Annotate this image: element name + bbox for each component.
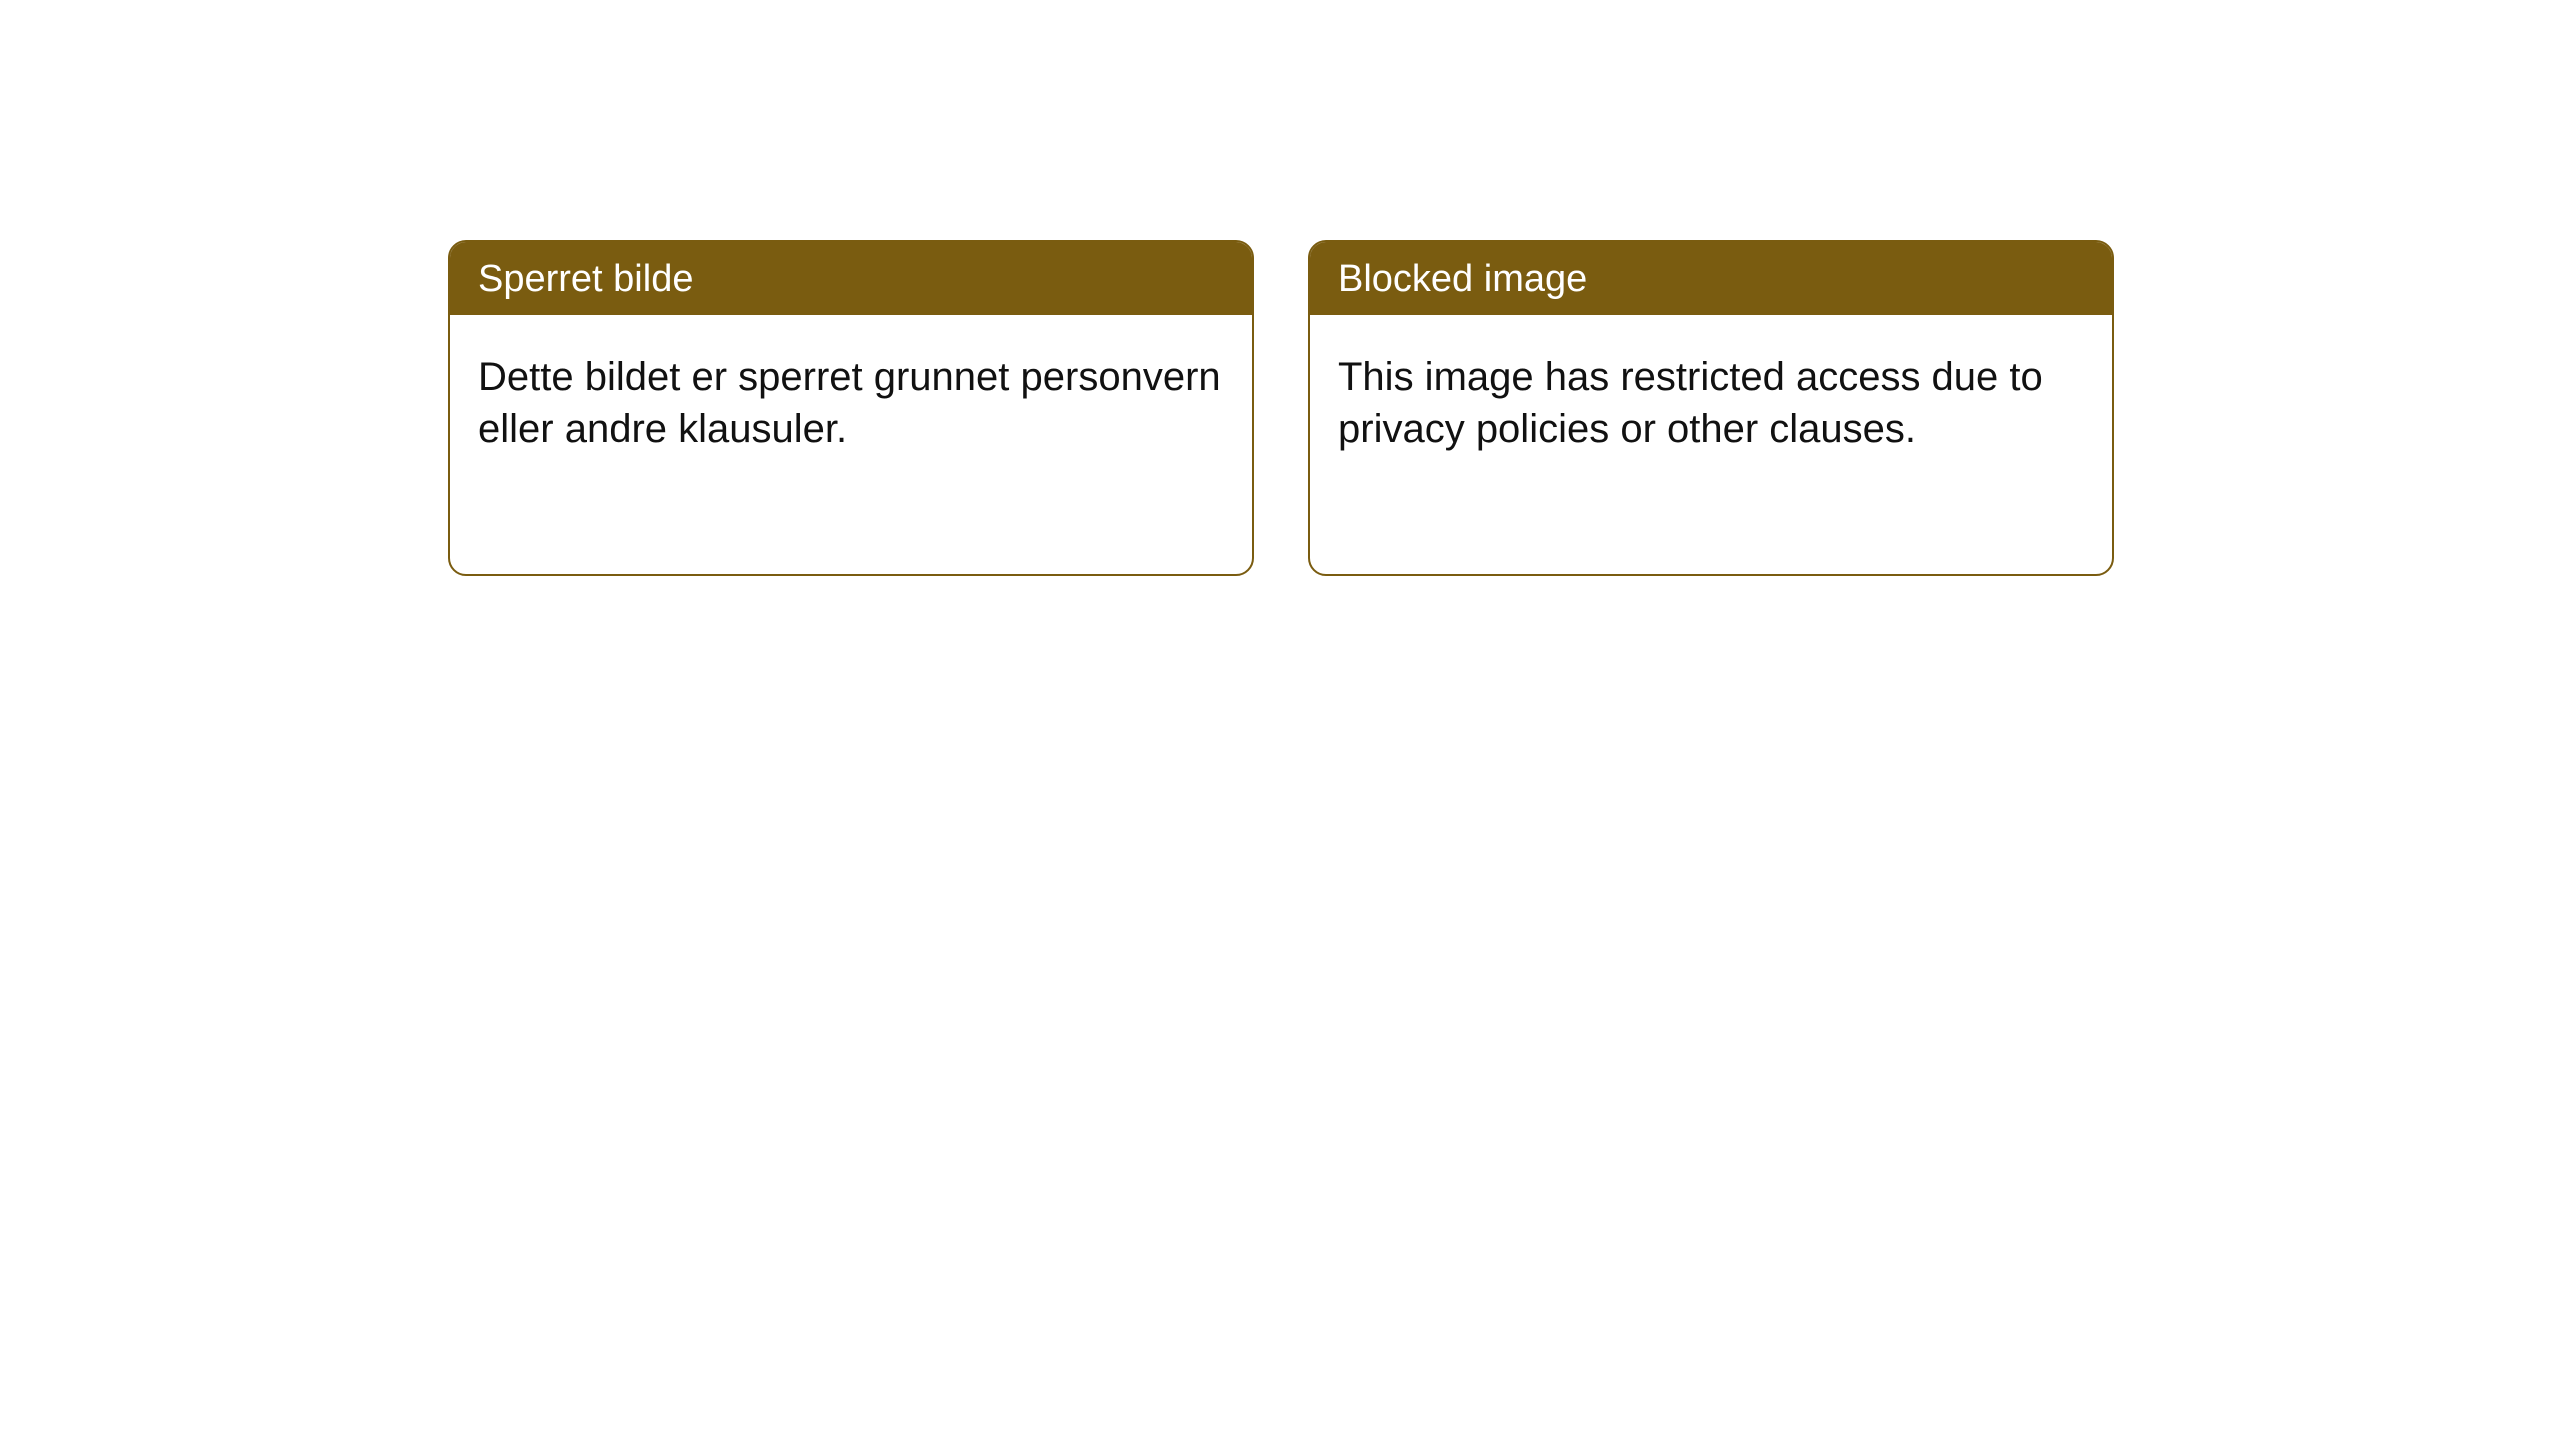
notice-header: Sperret bilde [450, 242, 1252, 315]
notice-cards-container: Sperret bilde Dette bildet er sperret gr… [0, 0, 2560, 576]
notice-card-norwegian: Sperret bilde Dette bildet er sperret gr… [448, 240, 1254, 576]
notice-body: This image has restricted access due to … [1310, 315, 2112, 483]
notice-card-english: Blocked image This image has restricted … [1308, 240, 2114, 576]
notice-body: Dette bildet er sperret grunnet personve… [450, 315, 1252, 483]
notice-header: Blocked image [1310, 242, 2112, 315]
